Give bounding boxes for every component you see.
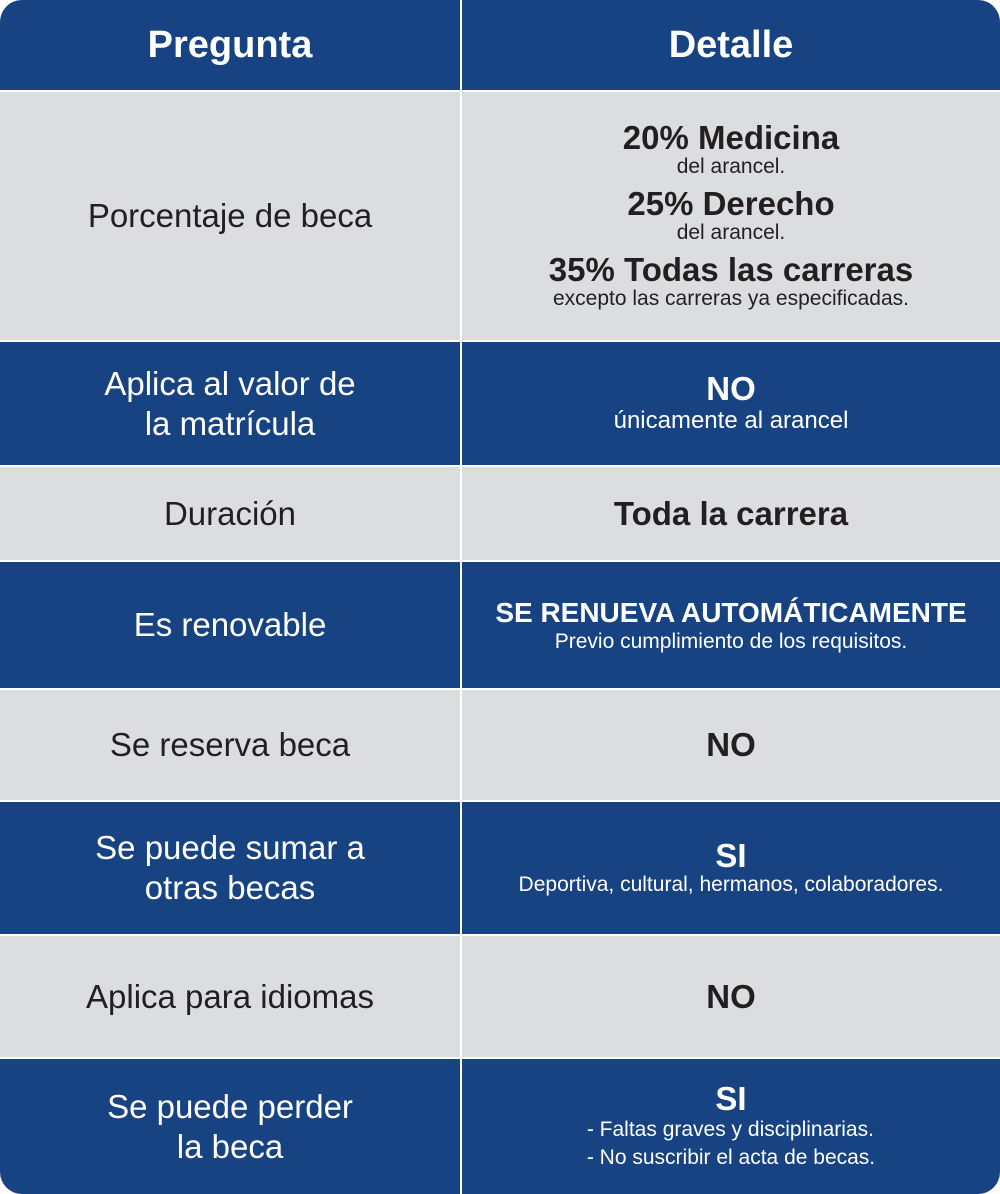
detail-sub: Deportiva, cultural, hermanos, colaborad… — [518, 873, 944, 896]
header-detail: Detalle — [462, 0, 1000, 90]
detail-cell: NO únicamente al arancel — [462, 342, 1000, 465]
table-row: Es renovable SE RENUEVA AUTOMÁTICAMENTE … — [0, 562, 1000, 688]
detail-main: 35% Todas las carreras — [548, 251, 914, 288]
detail-main: NO — [706, 369, 756, 407]
detail-main: SI — [715, 837, 747, 874]
table-row: Duración Toda la carrera — [0, 467, 1000, 560]
detail-cell: 20% Medicina del arancel. 25% Derecho de… — [462, 92, 1000, 340]
question-cell: Aplica al valor de la matrícula — [0, 342, 460, 465]
detail-main: NO — [706, 726, 756, 763]
detail-sub: Previo cumplimiento de los requisitos. — [554, 630, 908, 653]
detail-cell: Toda la carrera — [462, 467, 1000, 560]
detail-main: 25% Derecho — [627, 185, 835, 222]
detail-cell: NO — [462, 936, 1000, 1057]
detail-cell: NO — [462, 690, 1000, 800]
question-cell: Se puede perder la beca — [0, 1059, 460, 1194]
detail-group: 20% Medicina del arancel. — [623, 121, 839, 179]
detail-sub: del arancel. — [676, 155, 786, 178]
detail-list: - Faltas graves y disciplinarias. - No s… — [587, 1116, 875, 1172]
detail-main: NO — [706, 977, 756, 1015]
detail-group: 25% Derecho del arancel. — [627, 187, 834, 245]
detail-group: 35% Todas las carreras excepto las carre… — [549, 253, 913, 311]
table-row: Aplica para idiomas NO — [0, 936, 1000, 1057]
table-row: Se puede perder la beca SI - Faltas grav… — [0, 1059, 1000, 1194]
table-row: Se puede sumar a otras becas SI Deportiv… — [0, 802, 1000, 934]
detail-main: 20% Medicina — [622, 119, 840, 156]
list-item: - No suscribir el acta de becas. — [586, 1145, 876, 1169]
detail-main: SE RENUEVA AUTOMÁTICAMENTE — [495, 597, 967, 628]
detail-main: Toda la carrera — [613, 494, 849, 532]
table-row: Aplica al valor de la matrícula NO única… — [0, 342, 1000, 465]
detail-cell: SI Deportiva, cultural, hermanos, colabo… — [462, 802, 1000, 934]
list-item: - Faltas graves y disciplinarias. — [586, 1117, 874, 1141]
detail-sub: del arancel. — [676, 221, 786, 244]
detail-sub: únicamente al arancel — [613, 406, 849, 434]
table-row: Porcentaje de beca 20% Medicina del aran… — [0, 92, 1000, 340]
table-row: Se reserva beca NO — [0, 690, 1000, 800]
detail-cell: SE RENUEVA AUTOMÁTICAMENTE Previo cumpli… — [462, 562, 1000, 688]
header-question: Pregunta — [0, 0, 460, 90]
detail-cell: SI - Faltas graves y disciplinarias. - N… — [462, 1059, 1000, 1194]
detail-main: SI — [715, 1079, 747, 1117]
detail-sub: excepto las carreras ya especificadas. — [552, 287, 909, 310]
table-header: Pregunta Detalle — [0, 0, 1000, 90]
question-cell: Duración — [0, 467, 460, 560]
question-cell: Se puede sumar a otras becas — [0, 802, 460, 934]
question-cell: Se reserva beca — [0, 690, 460, 800]
question-cell: Porcentaje de beca — [0, 92, 460, 340]
question-cell: Aplica para idiomas — [0, 936, 460, 1057]
question-cell: Es renovable — [0, 562, 460, 688]
